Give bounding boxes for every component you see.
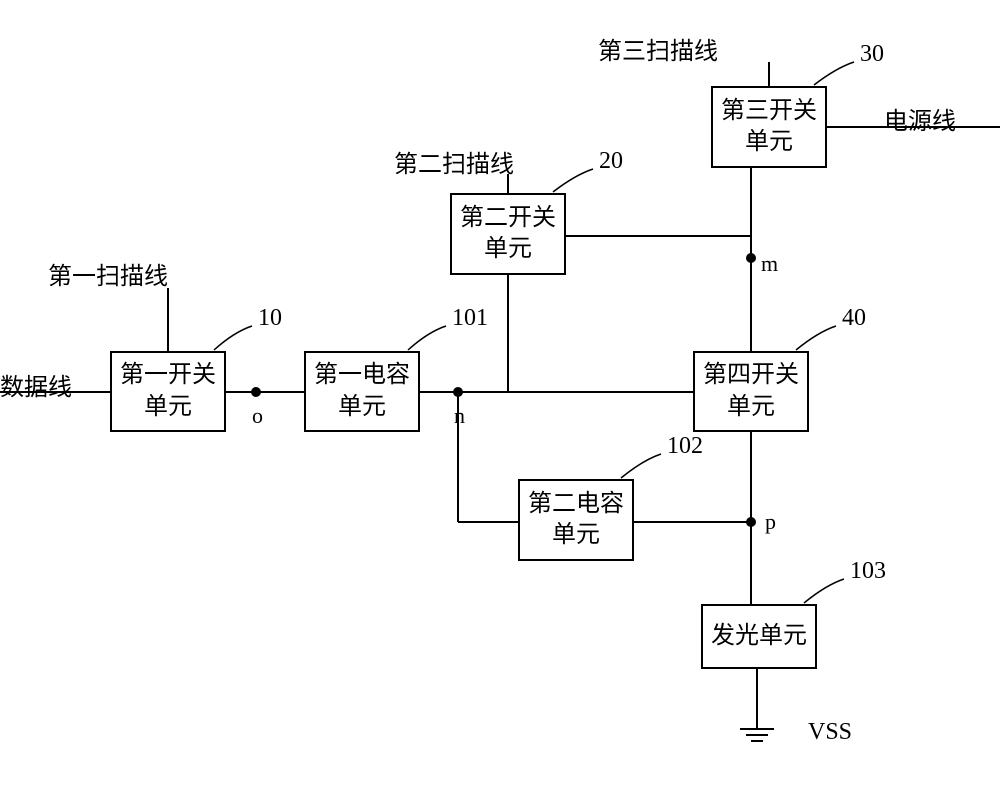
box-label-line1: 第四开关 (703, 360, 799, 391)
ref-number: 40 (842, 305, 866, 332)
switch-unit-1: 第一开关 单元 (110, 351, 226, 432)
node-p-label: p (765, 509, 776, 535)
box-label-line1: 第三开关 (721, 96, 817, 127)
box-label-line1: 第一开关 (120, 360, 216, 391)
power-line-label: 电源线 (840, 101, 1000, 136)
capacitor-unit-1: 第一电容 单元 (304, 351, 420, 432)
scan-line-3-label: 第三扫描线 (578, 31, 738, 66)
box-label-line2: 单元 (528, 520, 624, 551)
capacitor-unit-2: 第二电容 单元 (518, 479, 634, 561)
box-label-line2: 单元 (721, 127, 817, 158)
box-label-line2: 单元 (460, 234, 556, 265)
box-label-line2: 单元 (314, 392, 410, 423)
node-o-label: o (252, 403, 263, 429)
ref-number: 101 (452, 305, 488, 332)
ref-number: 30 (860, 41, 884, 68)
box-label-line1: 第一电容 (314, 360, 410, 391)
vss-label: VSS (808, 719, 852, 746)
box-label-line2: 单元 (703, 392, 799, 423)
data-line-label: 数据线 (0, 367, 50, 402)
box-label-line1: 第二开关 (460, 203, 556, 234)
node-n-label: n (454, 403, 465, 429)
ref-number: 103 (850, 558, 886, 585)
light-emitting-unit: 发光单元 (701, 604, 817, 669)
scan-line-2-label: 第二扫描线 (374, 144, 534, 179)
node-m-label: m (761, 251, 778, 277)
switch-unit-3: 第三开关 单元 (711, 86, 827, 168)
box-label-line1: 第二电容 (528, 489, 624, 520)
box-label-line2: 单元 (120, 392, 216, 423)
scan-line-1-label: 第一扫描线 (28, 256, 188, 291)
ref-number: 20 (599, 148, 623, 175)
box-label-line1: 发光单元 (711, 621, 807, 652)
switch-unit-4: 第四开关 单元 (693, 351, 809, 432)
ref-number: 10 (258, 305, 282, 332)
switch-unit-2: 第二开关 单元 (450, 193, 566, 275)
ref-number: 102 (667, 433, 703, 460)
